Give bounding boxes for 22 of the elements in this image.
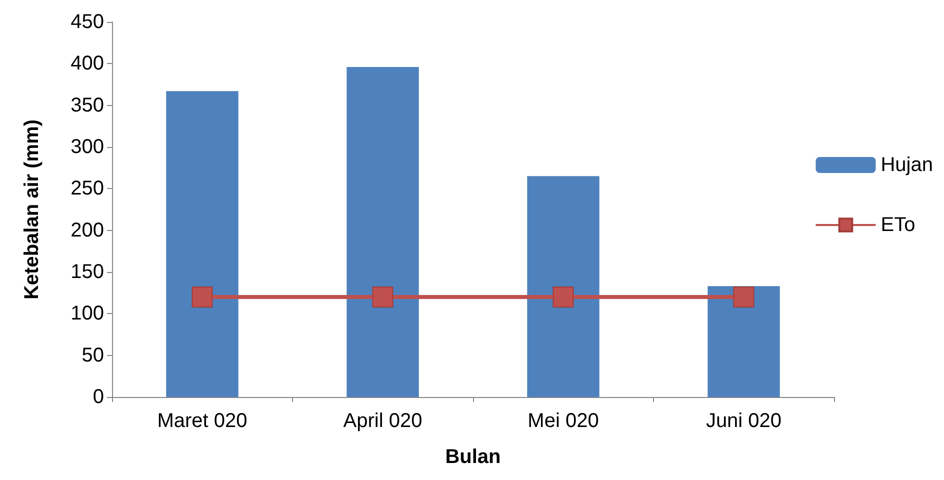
y-tick-label: 300	[70, 136, 104, 158]
bar	[346, 67, 419, 397]
legend-label: ETo	[880, 214, 916, 236]
x-tick-label: Maret 020	[157, 410, 248, 432]
y-tick-label: 450	[70, 11, 104, 33]
y-tick-label: 200	[70, 219, 104, 242]
y-tick-label: 0	[92, 386, 104, 408]
x-tick-label: April 020	[343, 410, 422, 432]
y-axis-title: Ketebalan air (mm)	[21, 119, 43, 300]
y-tick-label: 350	[70, 94, 104, 116]
y-tick-label: 150	[70, 261, 104, 283]
y-tick-label: 100	[70, 302, 104, 325]
legend-label: Hujan	[880, 154, 934, 176]
bar	[166, 91, 238, 397]
x-axis-title: Bulan	[445, 446, 501, 468]
bar	[527, 176, 600, 397]
y-tick-label: 400	[70, 52, 104, 75]
y-tick-label: 250	[70, 178, 104, 200]
x-tick-label: Mei 020	[528, 410, 599, 432]
bar	[708, 286, 780, 397]
x-tick-label: Juni 020	[706, 410, 782, 432]
y-tick-label: 50	[82, 344, 104, 366]
